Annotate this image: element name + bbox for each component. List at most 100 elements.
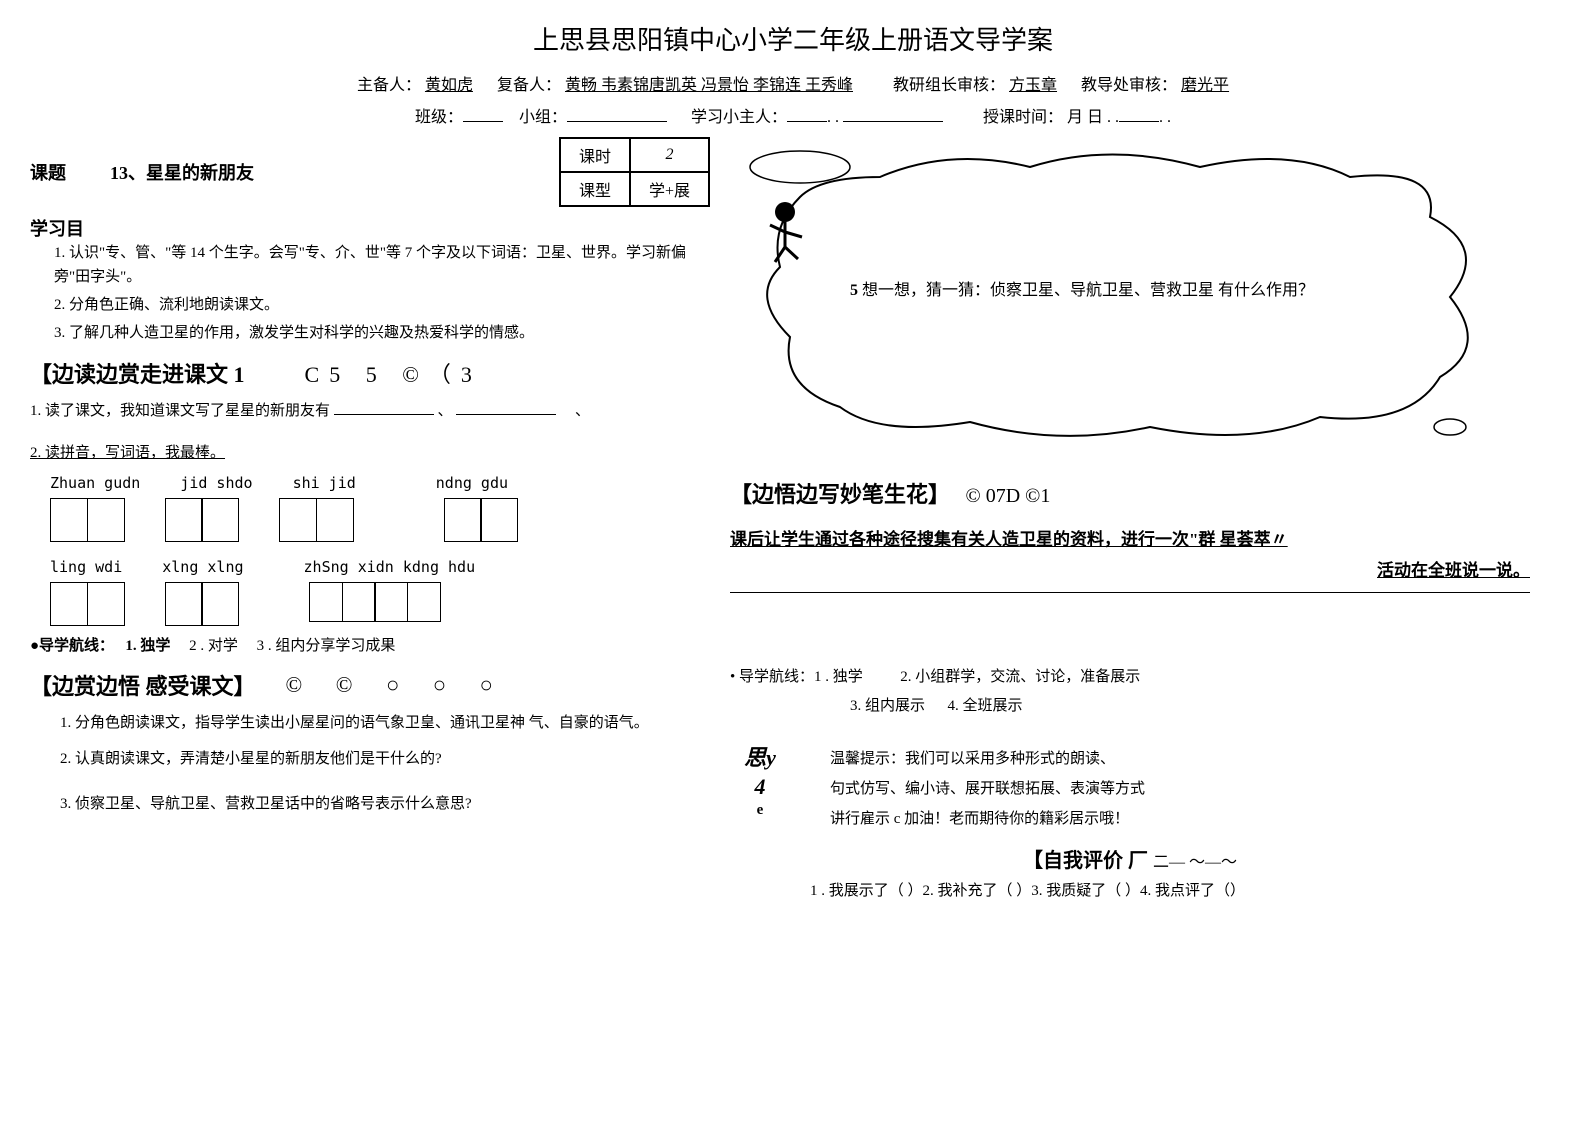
lesson-table: 课时 2 课型 学+展 (559, 137, 710, 207)
pinyin-row-2: ling wdi xlng xlng zhSng xidn kdng hdu (50, 558, 710, 576)
rnav-1b: 2. 小组群学，交流、讨论，准备展示 (900, 669, 1140, 685)
keshi-label: 课时 (560, 138, 630, 172)
wordbox-6 (165, 582, 240, 626)
page-title: 上思县思阳镇中心小学二年级上册语文导学案 (30, 20, 1556, 57)
zhuren-blank2 (843, 106, 943, 122)
keshi-val: 2 (630, 138, 709, 172)
s2-q2-text: 2. 认真朗读课文，弄清楚小星星的新朋友他们是干什么的? (30, 747, 710, 773)
section-3-task: 课后让学生通过各种途径搜集有关人造卫星的资料，进行一次"群 星荟萃〃 活动在全班… (730, 525, 1530, 586)
self-eval-head: 【自我评价 厂 二— ～—～ (730, 844, 1530, 873)
section-2-head: 【边赏边悟 感受课文】 © © ○ ○ ○ (30, 669, 710, 701)
right-column: 5 想一想，猜一猜：侦察卫星、导航卫星、营救卫星 有什么作用？ 【边悟边写妙笔生… (730, 137, 1530, 900)
box-row-1 (50, 498, 710, 542)
goal-3: 3. 了解几种人造卫星的作用，激发学生对科学的兴趣及热爱科学的情感。 (54, 321, 710, 345)
py-7: zhSng xidn kdng hdu (304, 558, 476, 576)
wordbox-5 (50, 582, 125, 626)
task-text: 课后让学生通过各种途径搜集有关人造卫星的资料，进行一次"群 星荟萃〃 (730, 530, 1288, 549)
wordbox-2 (165, 498, 240, 542)
s2-q2: 2. 认真朗读课文，弄清楚小星星的新朋友他们是干什么的? (30, 747, 710, 773)
xiaozu-label: 小组： (519, 109, 567, 126)
shijian-blank (1119, 106, 1159, 122)
section-1-symbols: C5 5 ©（3 (305, 357, 482, 389)
jiaodao: 磨光平 (1181, 77, 1229, 94)
eval-head-text: 【自我评价 厂 (1023, 850, 1148, 872)
kexing-val: 学+展 (630, 172, 709, 206)
jiaodao-label: 教导处审核： (1081, 77, 1177, 94)
s2-q3: 3. 侦察卫星、导航卫星、营救卫星话中的省略号表示什么意思? (30, 792, 710, 818)
nav-2: 2 . 对学 (189, 638, 238, 654)
divider (730, 592, 1530, 593)
wordbox-3 (279, 498, 354, 542)
py-3: shi jid (293, 474, 356, 492)
pinyin-row-1: Zhuan gudn jid shdo shi jid ndng gdu (50, 474, 710, 492)
nav-3: 3 . 组内分享学习成果 (257, 638, 396, 654)
rnav-row1: • 导学航线：1 . 独学 2. 小组群学，交流、讨论，准备展示 (730, 663, 1530, 692)
section-1-title: 【边读边赏走进课文 1 (30, 357, 245, 389)
goal-1: 1. 认识"专、管、"等 14 个生字。会写"专、介、世"等 7 个字及以下词语… (54, 241, 710, 289)
cloud-num: 5 (850, 282, 858, 299)
topic-text: 13、星星的新朋友 (110, 159, 539, 185)
box-row-2 (50, 582, 710, 626)
siyi-l2: 句式仿写、编小诗、展开联想拓展、表演等方式 (830, 774, 1145, 804)
zhuberen-label: 主备人： (357, 77, 421, 94)
xiaozu-blank (567, 106, 667, 122)
cloud-body: 想一想，猜一猜：侦察卫星、导航卫星、营救卫星 有什么作用？ (862, 282, 1314, 299)
nav-1: 1. 独学 (125, 638, 170, 654)
s2-q1-text: 1. 分角色朗读课文，指导学生读出小屋星问的语气象卫皇、通讯卫星神 气、自豪的语… (30, 711, 710, 737)
cloud-text: 5 想一想，猜一猜：侦察卫星、导航卫星、营救卫星 有什么作用？ (850, 277, 1370, 306)
banji-blank (463, 106, 503, 122)
py-5: ling wdi (50, 558, 122, 576)
nav-line-left: ●导学航线： 1. 独学 2 . 对学 3 . 组内分享学习成果 (30, 634, 710, 655)
s1-q2: 2. 读拼音，写词语，我最棒。 (30, 441, 710, 467)
siyi-l3: 讲行雇示 c 加油！老而期待你的籍彩居示哦！ (830, 804, 1145, 834)
topic-label: 课题 (30, 159, 90, 185)
eval-wave: 二— ～—～ (1153, 854, 1237, 871)
wordbox-4 (444, 498, 519, 542)
rnav-2b: 4. 全班展示 (948, 698, 1023, 714)
wordbox-7 (309, 582, 441, 626)
section-2-title: 【边赏边悟 感受课文】 (30, 669, 256, 701)
topic-row: 课题 13、星星的新朋友 课时 2 课型 学+展 (30, 137, 710, 207)
section-3-title: 【边悟边写妙笔生花】 (730, 482, 950, 507)
goal-2: 2. 分角色正确、流利地朗读课文。 (54, 293, 710, 317)
s1-blank2 (456, 400, 556, 415)
fuberen-label: 复备人： (497, 77, 561, 94)
section-3-symbols: © 07D ©1 (966, 485, 1051, 507)
s2-q3-text: 3. 侦察卫星、导航卫星、营救卫星话中的省略号表示什么意思? (30, 792, 710, 818)
rnav-2a: 3. 组内展示 (850, 698, 925, 714)
meta-row-2: 班级： 小组： 学习小主人：. . 授课时间： 月 日 . .. . (30, 103, 1556, 127)
zhuren-blank (787, 106, 827, 122)
section-3-head: 【边悟边写妙笔生花】 © 07D ©1 (730, 477, 1530, 509)
task-tail: 活动在全班说一说。 (730, 556, 1530, 587)
left-column: 课题 13、星星的新朋友 课时 2 课型 学+展 学习目 1. 认识"专、管、"… (30, 137, 710, 900)
py-2: jid shdo (180, 474, 252, 492)
shijian-label: 授课时间： 月 日 (983, 109, 1103, 126)
section-2-circles: © © ○ ○ ○ (286, 672, 507, 698)
siyi-block: 思y 4 e 温馨提示：我们可以采用多种形式的朗读、 句式仿写、编小诗、展开联想… (730, 744, 1530, 834)
rnav-row2: 3. 组内展示 4. 全班展示 (850, 692, 1530, 721)
eval-items: 1 . 我展示了（ ）2. 我补充了（ ）3. 我质疑了（ ）4. 我点评了（） (810, 879, 1530, 900)
thought-cloud: 5 想一想，猜一猜：侦察卫星、导航卫星、营救卫星 有什么作用？ (730, 137, 1490, 457)
s1-blank1 (334, 400, 434, 415)
jiaoyan: 方玉章 (1009, 77, 1057, 94)
nav-label: ●导学航线： (30, 638, 114, 654)
zhuren-label: 学习小主人： (691, 109, 787, 126)
py-1: Zhuan gudn (50, 474, 140, 492)
fuberen: 黄畅 韦素锦唐凯英 冯景怡 李锦连 王秀峰 (565, 77, 853, 94)
goals-body: 1. 认识"专、管、"等 14 个生字。会写"专、介、世"等 7 个字及以下词语… (54, 241, 710, 345)
py-6: xlng xlng (162, 558, 243, 576)
section-1-head: 【边读边赏走进课文 1 C5 5 ©（3 (30, 357, 710, 389)
rnav-1: • 导学航线：1 . 独学 (730, 669, 863, 685)
s2-q1: 1. 分角色朗读课文，指导学生读出小屋星问的语气象卫皇、通讯卫星神 气、自豪的语… (30, 711, 710, 737)
banji-label: 班级： (415, 109, 463, 126)
zhuberen: 黄如虎 (425, 77, 473, 94)
siyi-col: 思y 4 e (730, 744, 790, 821)
py-4: ndng gdu (436, 474, 508, 492)
s1-q1: 1. 读了课文，我知道课文写了星星的新朋友有 、 、 (30, 399, 710, 425)
s1-q1-text: 1. 读了课文，我知道课文写了星星的新朋友有 (30, 403, 330, 419)
goals-label: 学习目 (30, 215, 710, 241)
kexing-label: 课型 (560, 172, 630, 206)
wordbox-1 (50, 498, 125, 542)
jiaoyan-label: 教研组长审核： (893, 77, 1005, 94)
right-nav: • 导学航线：1 . 独学 2. 小组群学，交流、讨论，准备展示 3. 组内展示… (730, 663, 1530, 720)
